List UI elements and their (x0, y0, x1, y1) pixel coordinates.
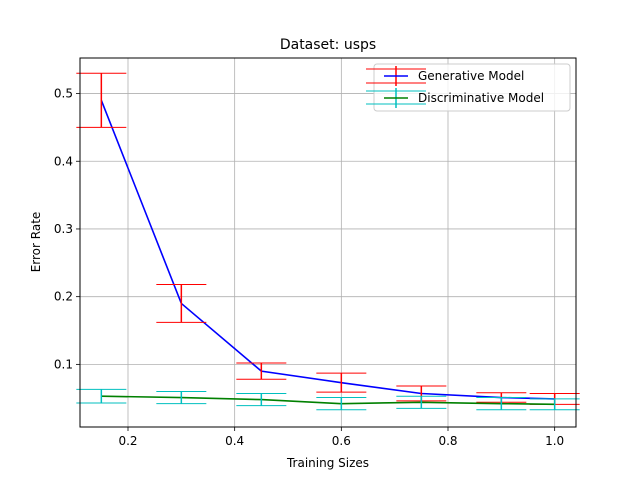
x-tick-label: 0.8 (438, 434, 457, 448)
series-layer (76, 72, 580, 411)
y-axis-label: Error Rate (29, 212, 43, 273)
y-tick-label: 0.5 (54, 87, 73, 101)
legend: Generative Model Discriminative Model (366, 63, 571, 112)
legend-frame (373, 63, 571, 112)
x-tick-label: 0.2 (118, 434, 137, 448)
y-tick-label: 0.4 (54, 154, 73, 168)
series-discriminative (76, 388, 580, 411)
ticks: 0.2 0.4 0.6 0.8 1.0 0.1 0.2 0.3 0.4 0.5 (54, 87, 564, 448)
y-tick-label: 0.2 (54, 290, 73, 304)
x-tick-label: 0.6 (332, 434, 351, 448)
legend-generative-label: Generative Model (418, 69, 524, 83)
x-axis-label: Training Sizes (286, 456, 369, 470)
y-tick-label: 0.3 (54, 222, 73, 236)
chart-title: Dataset: usps (280, 37, 376, 53)
plot-frame (79, 57, 577, 428)
y-tick-label: 0.1 (54, 357, 73, 371)
x-tick-label: 1.0 (545, 434, 564, 448)
x-tick-label: 0.4 (225, 434, 244, 448)
legend-discriminative-label: Discriminative Model (418, 91, 544, 105)
